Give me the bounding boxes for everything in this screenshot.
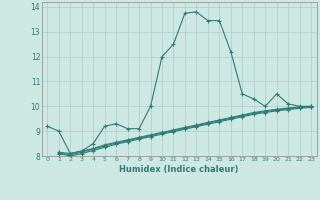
X-axis label: Humidex (Indice chaleur): Humidex (Indice chaleur) xyxy=(119,165,239,174)
